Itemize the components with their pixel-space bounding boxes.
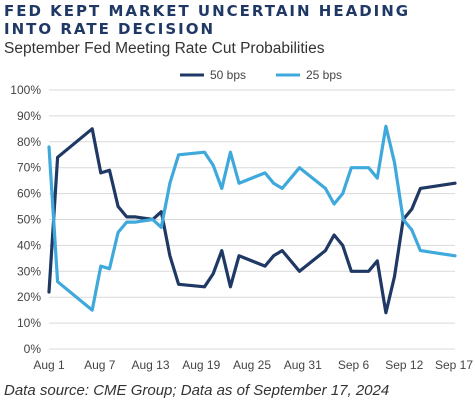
- series-line-50-bps: [47, 127, 457, 315]
- y-tick-label: 80%: [17, 135, 41, 149]
- y-tick-label: 90%: [17, 109, 41, 123]
- x-tick-label: Aug 1: [33, 358, 65, 372]
- y-axis-ticks: 0% 10% 20% 30% 40% 50% 60% 70% 80% 90% 100%: [10, 83, 41, 356]
- x-tick-label: Aug 19: [182, 358, 220, 372]
- y-tick-label: 20%: [17, 290, 41, 304]
- y-tick-label: 60%: [17, 187, 41, 201]
- x-tick-label: Sep 12: [385, 358, 423, 372]
- series-line-25-bps: [47, 124, 457, 312]
- y-tick-label: 70%: [17, 161, 41, 175]
- y-tick-label: 10%: [17, 316, 41, 330]
- x-tick-label: Aug 31: [284, 358, 322, 372]
- y-tick-label: 0%: [24, 342, 42, 356]
- x-tick-label: Aug 25: [233, 358, 271, 372]
- x-tick-label: Sep 17: [435, 358, 473, 372]
- y-tick-label: 40%: [17, 238, 41, 252]
- y-tick-label: 50%: [17, 213, 41, 227]
- legend-label: 25 bps: [306, 68, 342, 82]
- chart-subtitle: September Fed Meeting Rate Cut Probabili…: [4, 40, 325, 57]
- series-lines: [47, 124, 457, 315]
- x-tick-label: Aug 13: [131, 358, 169, 372]
- legend-label: 50 bps: [210, 68, 246, 82]
- chart-title: FED KEPT MARKET UNCERTAIN HEADING INTO R…: [4, 2, 411, 38]
- y-tick-label: 100%: [10, 83, 41, 97]
- data-source-note: Data source: CME Group; Data as of Septe…: [4, 382, 390, 399]
- x-axis-ticks: Aug 1 Aug 7 Aug 13 Aug 19 Aug 25 Aug 31 Sep 6 S…: [33, 358, 473, 372]
- legend: 50 bps 25 bps: [180, 68, 342, 82]
- y-tick-label: 30%: [17, 264, 41, 278]
- gridlines: [49, 89, 455, 350]
- x-tick-label: Sep 6: [338, 358, 370, 372]
- x-tick-label: Aug 7: [84, 358, 116, 372]
